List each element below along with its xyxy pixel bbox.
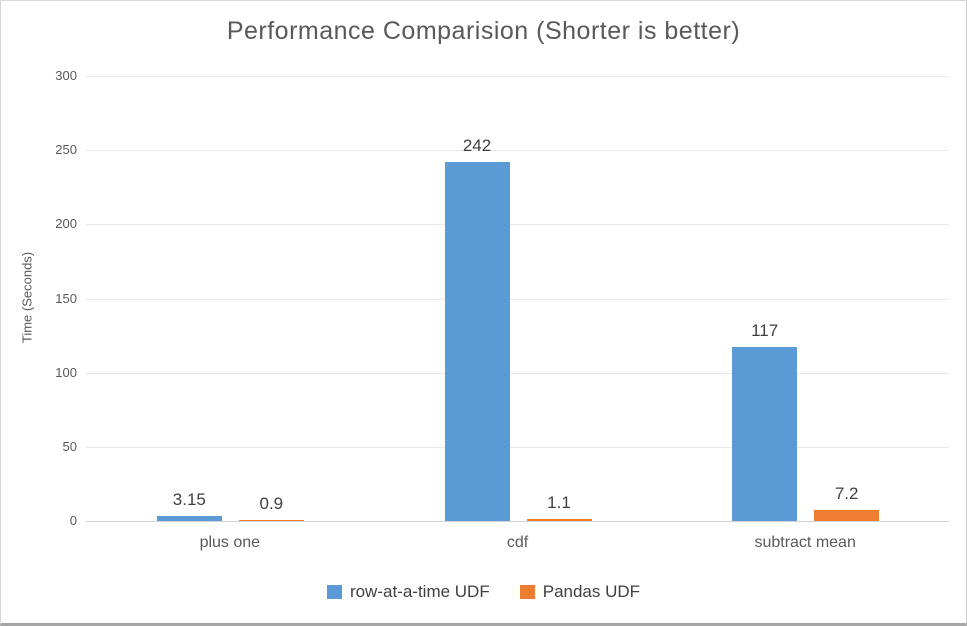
- y-tick-label-300: 300: [55, 68, 77, 83]
- chart-legend: row-at-a-time UDF Pandas UDF: [1, 582, 966, 602]
- data-label-7.2: 7.2: [834, 484, 859, 504]
- legend-swatch-icon: [326, 585, 342, 599]
- legend-item-Pandas-UDF: Pandas UDF: [519, 582, 641, 602]
- chart-title: Performance Comparision (Shorter is bett…: [226, 17, 741, 45]
- legend-swatch-icon: [519, 585, 535, 599]
- bar-plus-one-row-at-a-time-UDF: [156, 516, 222, 521]
- bar-cdf-Pandas-UDF: [526, 519, 592, 521]
- legend-item-row-at-a-time-UDF: row-at-a-time UDF: [326, 582, 490, 602]
- gridline-100: [86, 372, 949, 374]
- data-label-117: 117: [751, 321, 779, 341]
- y-tick-label-0: 0: [69, 513, 77, 528]
- gridline-200: [86, 224, 949, 226]
- gridline-50: [86, 446, 949, 448]
- gridline-250: [86, 150, 949, 152]
- category-label-plus-one: plus one: [199, 534, 261, 551]
- y-tick-label-50: 50: [62, 438, 77, 454]
- y-tick-label-150: 150: [55, 290, 77, 306]
- y-tick-label-100: 100: [55, 364, 77, 380]
- y-tick-label-250: 250: [55, 142, 77, 158]
- y-axis-title: Time (Seconds): [19, 251, 35, 344]
- y-tick-label-200: 200: [55, 216, 77, 232]
- data-label-242: 242: [462, 136, 492, 156]
- data-label-1.1: 1.1: [547, 493, 571, 513]
- data-label-0.9: 0.9: [259, 493, 284, 513]
- bar-subtract-mean-Pandas-UDF: [814, 510, 880, 521]
- bar-plus-one-Pandas-UDF: [238, 519, 304, 521]
- legend-label: row-at-a-time UDF: [349, 582, 490, 601]
- category-label-cdf: cdf: [506, 534, 529, 551]
- legend-label: Pandas UDF: [542, 582, 641, 601]
- gridline-300: [86, 76, 949, 77]
- bar-subtract-mean-row-at-a-time-UDF: [732, 347, 798, 521]
- gridline-150: [86, 298, 949, 300]
- data-label-3.15: 3.15: [172, 490, 206, 510]
- bar-cdf-row-at-a-time-UDF: [444, 162, 510, 521]
- x-axis-line: [86, 521, 949, 522]
- category-label-subtract-mean: subtract mean: [754, 534, 856, 551]
